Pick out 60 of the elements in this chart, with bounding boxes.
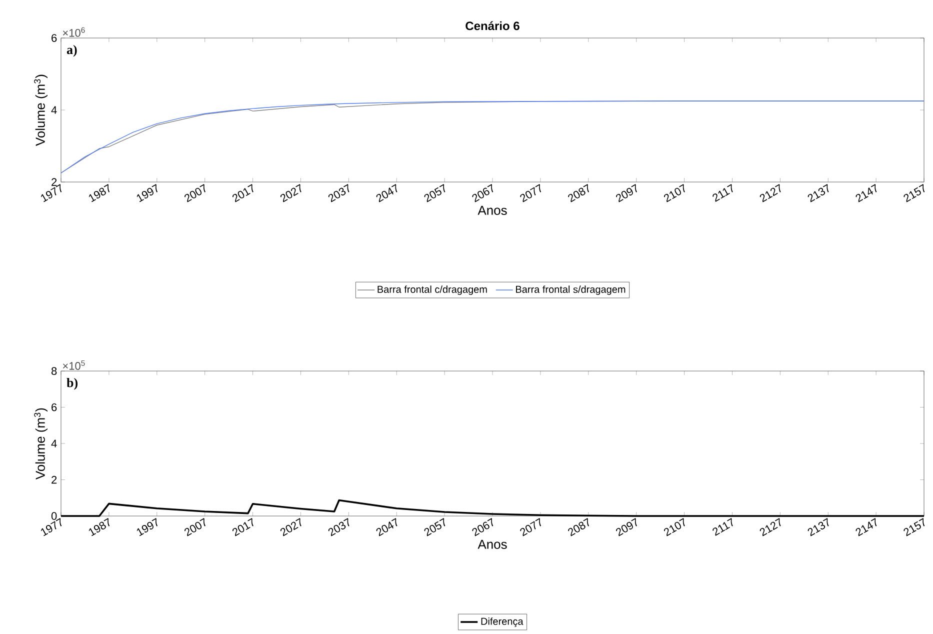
x-tick-label: 2007 [184, 184, 206, 202]
x-axis-title: Anos [478, 540, 507, 549]
x-tick-label: 2147 [856, 518, 877, 536]
x-tick-label: 2067 [472, 518, 494, 536]
text: ×10$^{5}$ [62, 360, 85, 370]
x-tick-label: 2077 [520, 184, 542, 202]
x-tick-label: 2067 [472, 184, 494, 202]
x-tick-label: 1977 [40, 184, 62, 202]
x-axis-title: Anos [478, 206, 507, 215]
x-tick-label: 2117 [712, 184, 733, 202]
y-tick-label: 6 [52, 34, 57, 42]
x-tick-label: 2017 [232, 518, 254, 536]
x-tick-label: 1997 [136, 184, 158, 202]
x-tick-label: 2127 [760, 184, 781, 202]
y-tick-label: 0 [51, 512, 57, 520]
x-tick-label: 2027 [280, 184, 302, 202]
x-tick-label: 2137 [808, 518, 829, 536]
y-tick-label: 6 [52, 403, 57, 412]
x-tick-label: 1997 [136, 518, 158, 536]
y-tick-label: 2 [52, 476, 57, 484]
x-tick-label: 2047 [376, 518, 398, 536]
annotation: a) [66, 44, 77, 57]
y-axis-title: Volume (m$^{3}$) [34, 408, 48, 480]
x-tick-label: 2037 [328, 184, 350, 202]
annotation: b) [66, 378, 78, 390]
y-tick-label: 4 [51, 106, 57, 114]
x-tick-label: 2007 [184, 518, 206, 536]
x-tick-label: 2137 [808, 184, 829, 202]
x-tick-label: 2157 [904, 184, 925, 202]
x-tick-label: 2107 [664, 184, 685, 202]
x-tick-label: 2037 [328, 518, 350, 536]
chart-title: Cenário 6 [466, 21, 520, 30]
x-tick-label: 1977 [40, 518, 62, 536]
x-tick-label: 2057 [424, 184, 446, 202]
x-tick-label: 2027 [280, 518, 302, 536]
x-tick-label: 2057 [424, 518, 446, 536]
x-tick-label: 2127 [760, 518, 781, 536]
x-tick-label: 2017 [232, 184, 254, 202]
x-tick-label: 2097 [616, 184, 638, 202]
x-tick-label: 2107 [664, 518, 685, 536]
x-tick-label: 2097 [616, 518, 638, 536]
x-tick-label: 2147 [856, 184, 877, 202]
y-axis-title: Volume (m$^{3}$) [34, 74, 48, 146]
y-tick-label: 2 [52, 178, 57, 186]
x-tick-label: 1987 [88, 518, 110, 536]
line-series [60, 499, 925, 517]
legend-label: Barra frontal s/dragagem [516, 286, 626, 295]
x-tick-label: 2047 [376, 184, 398, 202]
text: ×10$^{6}$ [62, 27, 85, 37]
x-tick-label: 2157 [904, 518, 925, 536]
y-tick-label: 8 [52, 367, 57, 375]
x-tick-label: 1987 [88, 184, 110, 202]
legend-label: Barra frontal c/dragagem [378, 286, 487, 295]
x-tick-label: 2117 [712, 518, 733, 536]
line-series [60, 100, 924, 174]
legend-label: Diferença [481, 618, 524, 627]
y-tick-label: 4 [51, 440, 57, 448]
x-tick-label: 2087 [568, 184, 590, 202]
x-tick-label: 2087 [568, 518, 590, 536]
x-tick-label: 2077 [520, 518, 542, 536]
